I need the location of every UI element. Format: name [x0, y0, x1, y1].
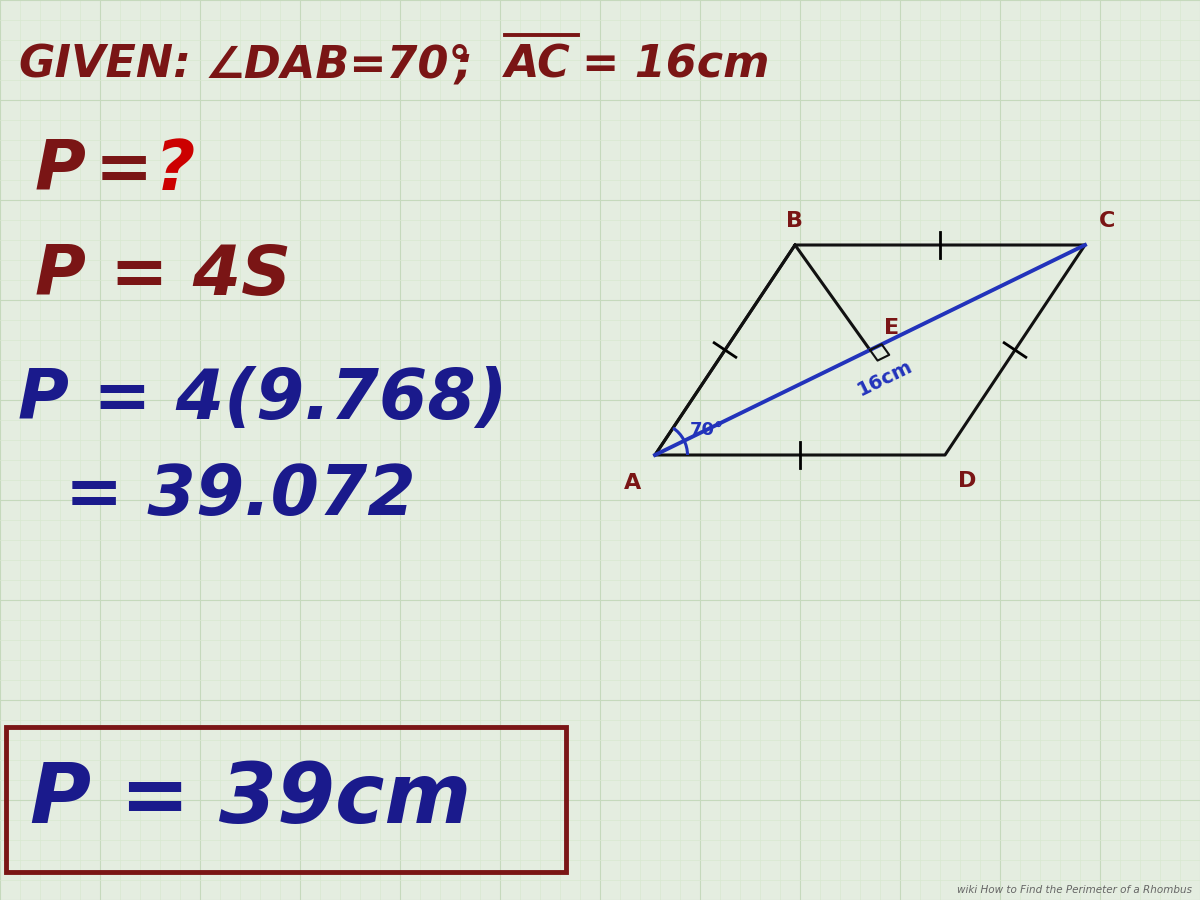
Text: P = 4(9.768): P = 4(9.768) [18, 366, 508, 434]
Text: = 16cm: = 16cm [582, 43, 769, 86]
Text: D: D [958, 471, 976, 491]
Text: ∠DAB=70°: ∠DAB=70° [205, 43, 472, 86]
Text: = 39.072: = 39.072 [65, 462, 415, 528]
Text: GIVEN:: GIVEN: [18, 43, 191, 86]
Text: A: A [624, 473, 642, 493]
Text: wiki How to Find the Perimeter of a Rhombus: wiki How to Find the Perimeter of a Rhom… [958, 885, 1192, 895]
Text: E: E [884, 318, 900, 338]
Text: ?: ? [155, 137, 196, 203]
Text: P = 39cm: P = 39cm [30, 760, 472, 841]
Text: =: = [95, 137, 154, 203]
Text: P: P [35, 137, 86, 203]
Text: AC: AC [505, 43, 571, 86]
Text: B: B [786, 211, 804, 231]
Text: 16cm: 16cm [854, 356, 916, 400]
Text: C: C [1099, 211, 1115, 231]
Text: ;: ; [455, 43, 473, 86]
Bar [6, 727, 566, 872]
Text: 70°: 70° [690, 421, 724, 439]
Text: P = 4S: P = 4S [35, 241, 292, 309]
